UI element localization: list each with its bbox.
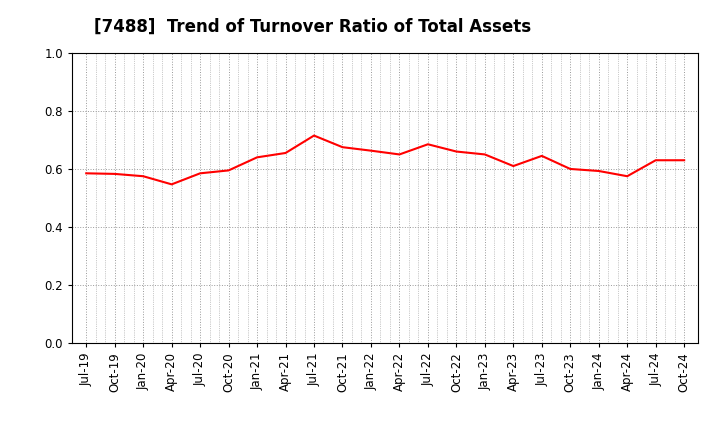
Text: [7488]  Trend of Turnover Ratio of Total Assets: [7488] Trend of Turnover Ratio of Total … (94, 18, 531, 36)
